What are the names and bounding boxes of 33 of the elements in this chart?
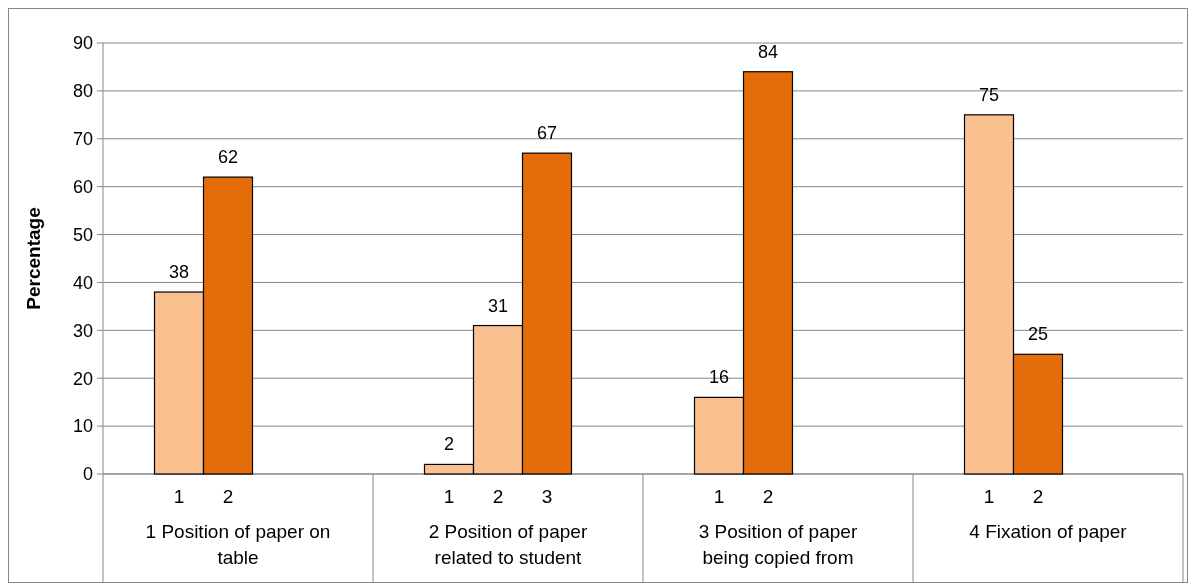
y-tick-label: 90 [72, 33, 93, 54]
data-label: 16 [708, 367, 730, 388]
y-tick-label: 0 [82, 464, 93, 485]
text: 1 [713, 486, 725, 507]
series-label: 3 [541, 486, 553, 507]
data-label: 38 [168, 262, 190, 283]
data-label: 62 [217, 147, 239, 168]
data-label: 25 [1027, 324, 1049, 345]
y-tick-label: 70 [72, 129, 93, 150]
series-label: 1 [173, 486, 185, 507]
data-label: 84 [757, 41, 779, 62]
text: 2 [762, 486, 774, 507]
y-tick-label: 40 [72, 272, 93, 293]
x-tick-label: 2 Position of paper related to student [428, 521, 588, 568]
text: 2 [1032, 486, 1044, 507]
x-tick-label: 1 Position of paper on table [145, 521, 331, 568]
y-tick-label: 80 [72, 81, 93, 102]
y-axis-title: Percentage [23, 207, 44, 310]
data-label: 67 [536, 123, 558, 144]
y-tick-label: 30 [72, 320, 93, 341]
text: 1 [443, 486, 455, 507]
series-label: 2 [222, 486, 234, 507]
y-tick-label: 20 [72, 368, 93, 389]
data-label: 31 [487, 295, 509, 316]
text: 2 [492, 486, 504, 507]
text: 1 [983, 486, 995, 507]
data-label: 75 [978, 84, 1000, 105]
y-tick-label: 60 [72, 176, 93, 197]
x-tick-label: 4 Fixation of paper [969, 521, 1128, 542]
x-tick-label: 3 Position of paper being copied from [698, 521, 858, 568]
y-tick-label: 50 [72, 224, 93, 245]
data-label: 2 [443, 434, 455, 455]
y-tick-label: 10 [72, 416, 93, 437]
